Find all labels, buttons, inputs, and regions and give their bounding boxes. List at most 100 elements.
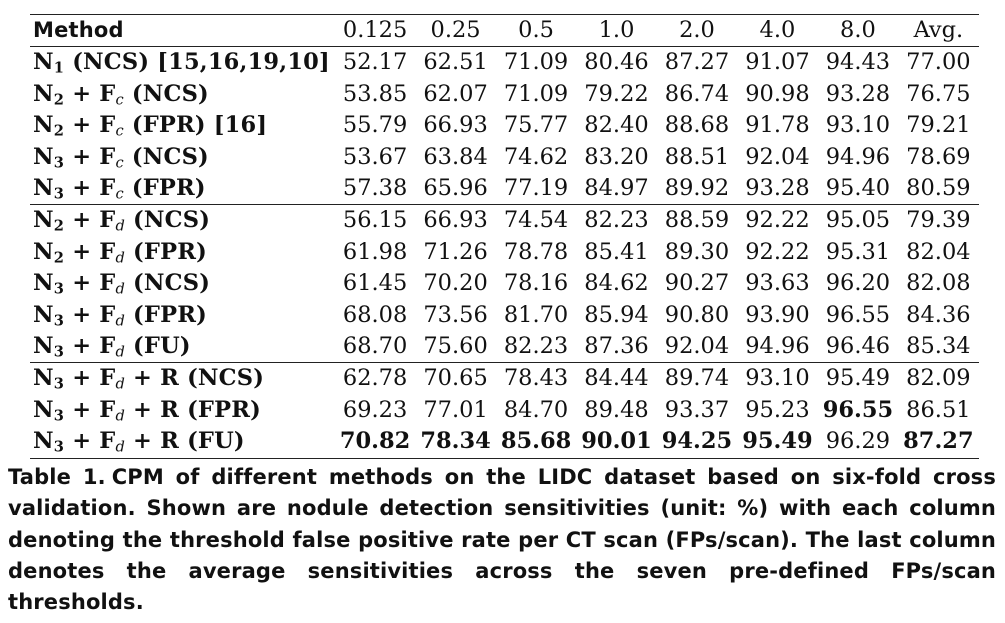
method-cell: N3 + Fd (FPR) — [33, 301, 207, 330]
value-cell: 85.94 — [584, 301, 649, 328]
table-row: N3 + Fd (NCS) 61.45 70.20 78.16 84.62 90.27 93… — [30, 268, 979, 299]
table-row: N2 + Fd (NCS) 56.15 66.93 74.54 82.23 88.59 92… — [30, 204, 979, 237]
value-cell: 95.31 — [825, 238, 891, 265]
value-cell: 82.04 — [906, 238, 971, 265]
method-cell: N2 + Fd (NCS) — [30, 204, 335, 237]
method-cell: N3 + Fc (FPR) — [33, 175, 206, 203]
value-cell: 84.44 — [576, 362, 657, 395]
value-cell: 96.46 — [825, 333, 891, 360]
table-row: N3 + Fd + R (FU) 70.82 78.34 85.68 90.01 94.2… — [30, 426, 979, 459]
value-cell: 89.48 — [584, 396, 649, 423]
table-header-row: Method 0.125 0.25 0.5 1.0 2.0 4.0 8.0 Avg. — [30, 13, 979, 48]
value-cell: 62.51 — [423, 49, 488, 76]
value-cell: 93.10 — [825, 112, 891, 139]
value-cell: 55.79 — [342, 112, 408, 139]
value-cell: 84.97 — [584, 175, 649, 202]
value-cell: 68.70 — [342, 333, 408, 360]
value-cell: 91.07 — [745, 49, 810, 76]
value-cell: 86.74 — [664, 80, 730, 107]
value-cell: 78.69 — [906, 143, 971, 170]
table-row: N3 + Fc (NCS) 53.67 63.84 74.62 83.20 88.51 92… — [30, 142, 979, 173]
value-cell: 85.34 — [906, 333, 971, 360]
value-cell: 53.67 — [342, 143, 408, 170]
value-cell: 95.49 — [817, 362, 899, 395]
value-cell: 79.39 — [898, 204, 979, 237]
table-row: N3 + Fc (FPR) 57.38 65.96 77.19 84.97 89.92 93… — [30, 173, 979, 205]
value-cell: 88.51 — [664, 143, 730, 170]
value-cell: 83.20 — [584, 143, 649, 170]
value-cell: 93.90 — [745, 301, 810, 328]
value-cell: 90.01 — [576, 426, 657, 459]
method-cell: N3 + Fd + R (NCS) — [30, 362, 335, 395]
value-cell: 66.93 — [423, 112, 488, 139]
value-cell: 79.21 — [906, 112, 971, 139]
header-col: 2.0 — [656, 13, 738, 48]
header-col: 0.125 — [334, 13, 416, 48]
table-body: N1 (NCS) [15,16,19,10] 52.17 62.51 71.09 80.… — [30, 47, 979, 459]
value-cell: 77.00 — [906, 49, 971, 76]
value-cell: 92.22 — [745, 238, 810, 265]
value-cell: 92.04 — [664, 333, 730, 360]
value-cell: 70.82 — [334, 426, 416, 459]
value-cell: 76.75 — [906, 80, 971, 107]
value-cell: 80.59 — [906, 175, 971, 202]
method-cell: N2 + Fd (FPR) — [33, 238, 207, 267]
value-cell: 92.22 — [737, 204, 818, 237]
method-cell: N2 + Fc (FPR) [16] — [33, 112, 268, 140]
value-cell: 93.63 — [745, 270, 810, 297]
value-cell: 80.46 — [584, 49, 649, 76]
value-cell: 87.36 — [584, 333, 649, 360]
header-col: 4.0 — [737, 13, 818, 48]
value-cell: 90.80 — [664, 301, 730, 328]
value-cell: 65.96 — [423, 175, 488, 202]
value-cell: 94.96 — [745, 333, 810, 360]
table-row: N1 (NCS) [15,16,19,10] 52.17 62.51 71.09 80.… — [30, 47, 979, 79]
table-row: N3 + Fd + R (NCS) 62.78 70.65 78.43 84.44 89.… — [30, 362, 979, 395]
header-col: 1.0 — [576, 13, 657, 48]
value-cell: 95.05 — [817, 204, 899, 237]
value-cell: 57.38 — [342, 175, 408, 202]
method-cell: N3 + Fc (NCS) — [33, 143, 209, 172]
value-cell: 77.19 — [503, 175, 569, 202]
header-col: Avg. — [898, 13, 979, 48]
caption-label: Table 1. — [8, 465, 106, 489]
method-cell: N2 + Fc (NCS) — [33, 80, 209, 109]
value-cell: 88.59 — [656, 204, 738, 237]
table-row: N3 + Fd (FPR) 68.08 73.56 81.70 85.94 90.80 93… — [30, 300, 979, 331]
value-cell: 94.43 — [825, 49, 891, 76]
value-cell: 88.68 — [664, 112, 730, 139]
value-cell: 70.20 — [423, 270, 488, 297]
value-cell: 95.49 — [737, 426, 818, 459]
value-cell: 87.27 — [664, 49, 730, 76]
value-cell: 86.51 — [906, 396, 971, 423]
value-cell: 94.25 — [656, 426, 738, 459]
value-cell: 56.15 — [334, 204, 416, 237]
method-cell: N3 + Fd + R (FPR) — [33, 396, 261, 425]
value-cell: 82.23 — [503, 333, 569, 360]
value-cell: 71.26 — [423, 238, 488, 265]
method-cell: N1 (NCS) [15,16,19,10] — [33, 49, 330, 78]
value-cell: 71.09 — [503, 49, 569, 76]
value-cell: 82.40 — [584, 112, 649, 139]
value-cell: 71.09 — [503, 80, 569, 107]
table-row: N2 + Fc (FPR) [16] 55.79 66.93 75.77 82.40 88… — [30, 110, 979, 141]
value-cell: 82.09 — [898, 362, 979, 395]
value-cell: 89.92 — [664, 175, 730, 202]
value-cell: 62.07 — [423, 80, 488, 107]
table-row: N3 + Fd (FU) 68.70 75.60 82.23 87.36 92.04 94.… — [30, 331, 979, 363]
value-cell: 78.43 — [495, 362, 577, 395]
method-cell: N3 + Fd + R (FU) — [30, 426, 335, 459]
value-cell: 73.56 — [423, 301, 488, 328]
table-row: N2 + Fd (FPR) 61.98 71.26 78.78 85.41 89.30 92… — [30, 237, 979, 268]
value-cell: 53.85 — [342, 80, 408, 107]
value-cell: 70.65 — [415, 362, 496, 395]
value-cell: 93.37 — [664, 396, 730, 423]
header-col: 8.0 — [817, 13, 899, 48]
value-cell: 92.04 — [745, 143, 810, 170]
value-cell: 78.34 — [415, 426, 496, 459]
value-cell: 96.55 — [822, 396, 894, 423]
table-row: N3 + Fd + R (FPR) 69.23 77.01 84.70 89.48 93.… — [30, 395, 979, 426]
value-cell: 61.45 — [342, 270, 408, 297]
value-cell: 82.08 — [906, 270, 971, 297]
value-cell: 90.98 — [745, 80, 810, 107]
